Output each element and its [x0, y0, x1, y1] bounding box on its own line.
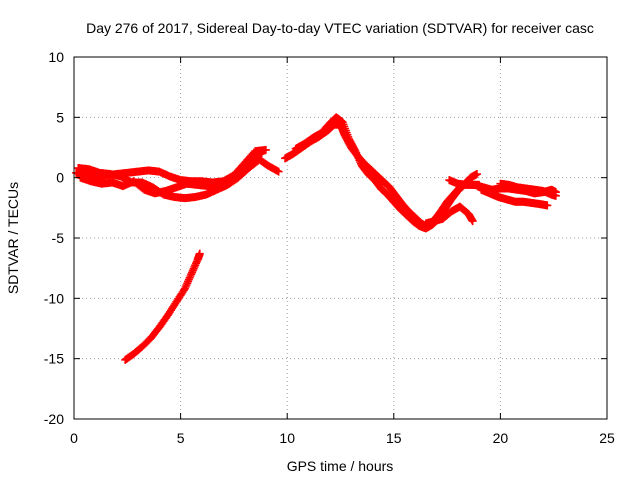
y-tick-label: -10 [44, 290, 64, 306]
x-tick-label: 25 [599, 430, 615, 446]
series-layer [72, 113, 560, 364]
y-tick-label: 0 [56, 170, 64, 186]
y-tick-label: -15 [44, 351, 64, 367]
y-tick-labels: -20 -15 -10 -5 0 5 10 [44, 49, 64, 427]
series-arc-f [291, 113, 481, 233]
data-point [257, 149, 266, 158]
data-point [551, 191, 560, 200]
x-tick-label: 0 [70, 430, 78, 446]
data-point [261, 145, 270, 154]
series-arc-c [76, 149, 266, 198]
data-point [472, 170, 481, 179]
x-tick-label: 15 [386, 430, 402, 446]
tick-marks [73, 56, 608, 420]
chart-title: Day 276 of 2017, Sidereal Day-to-day VTE… [86, 20, 594, 36]
y-tick-label: 10 [48, 49, 64, 65]
y-axis-label: SDTVAR / TECUs [5, 182, 21, 294]
y-tick-label: -20 [44, 411, 64, 427]
data-point [468, 217, 477, 226]
grid [74, 57, 607, 419]
series-arc-i [477, 185, 552, 210]
data-point [195, 249, 204, 258]
x-tick-label: 20 [493, 430, 509, 446]
x-tick-labels: 0 5 10 15 20 25 [70, 430, 615, 446]
series-arc-j [496, 179, 560, 200]
x-axis-label: GPS time / hours [287, 458, 394, 474]
y-tick-label: -5 [52, 230, 65, 246]
series-arc-d [121, 249, 204, 364]
x-tick-label: 10 [279, 430, 295, 446]
y-tick-label: 5 [56, 109, 64, 125]
data-point [179, 286, 188, 295]
x-tick-label: 5 [177, 430, 185, 446]
data-point [274, 167, 283, 176]
data-point [543, 201, 552, 210]
series-arc-g [421, 202, 477, 228]
